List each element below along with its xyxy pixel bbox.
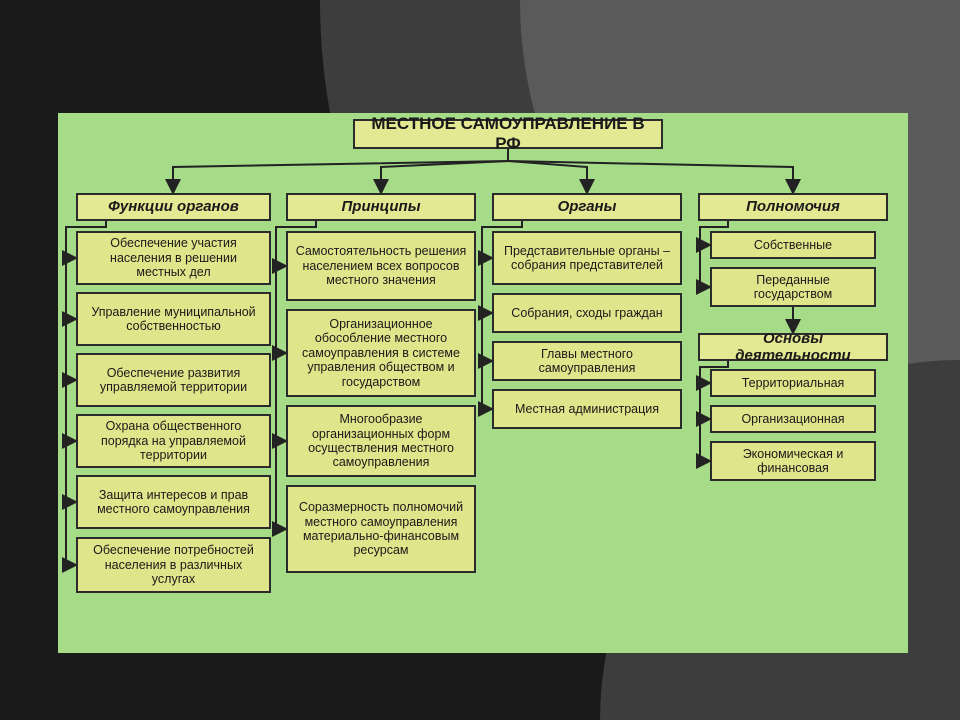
header-powers: Полномочия bbox=[698, 193, 888, 221]
leaf-functions-2: Обеспечение развития управляемой террито… bbox=[76, 353, 271, 407]
leaf-principles-3-label: Соразмерность полномочий местного самоуп… bbox=[294, 500, 468, 558]
leaf-organs-2-label: Главы местного самоуправления bbox=[500, 347, 674, 376]
leaf-basis-1-label: Организационная bbox=[741, 412, 844, 426]
title-box: МЕСТНОЕ САМОУПРАВЛЕНИЕ В РФ bbox=[353, 119, 663, 149]
header-functions-label: Функции органов bbox=[108, 198, 239, 215]
header-basis: Основы деятельности bbox=[698, 333, 888, 361]
leaf-principles-2-label: Многообразие организационных форм осущес… bbox=[294, 412, 468, 470]
leaf-principles-0: Самостоятельность решения населением все… bbox=[286, 231, 476, 301]
header-organs: Органы bbox=[492, 193, 682, 221]
leaf-functions-5: Обеспечение потребностей населения в раз… bbox=[76, 537, 271, 593]
header-organs-label: Органы bbox=[558, 198, 617, 215]
title-box-label: МЕСТНОЕ САМОУПРАВЛЕНИЕ В РФ bbox=[361, 114, 655, 153]
leaf-functions-5-label: Обеспечение потребностей населения в раз… bbox=[84, 543, 263, 586]
leaf-principles-1-label: Организационное обособление местного сам… bbox=[294, 317, 468, 389]
slide-stage: МЕСТНОЕ САМОУПРАВЛЕНИЕ В РФ Функции орган… bbox=[0, 0, 960, 720]
leaf-powers-0-label: Собственные bbox=[754, 238, 832, 252]
leaf-functions-2-label: Обеспечение развития управляемой террито… bbox=[84, 366, 263, 395]
leaf-functions-4: Защита интересов и прав местного самоупр… bbox=[76, 475, 271, 529]
leaf-basis-2-label: Экономическая и финансовая bbox=[718, 447, 868, 476]
header-basis-label: Основы деятельности bbox=[706, 330, 880, 365]
leaf-basis-0: Территориальная bbox=[710, 369, 876, 397]
header-principles-label: Принципы bbox=[342, 198, 421, 215]
leaf-powers-0: Собственные bbox=[710, 231, 876, 259]
leaf-principles-0-label: Самостоятельность решения населением все… bbox=[294, 244, 468, 287]
leaf-functions-3-label: Охрана общественного порядка на управляе… bbox=[84, 419, 263, 462]
leaf-basis-2: Экономическая и финансовая bbox=[710, 441, 876, 481]
diagram-panel: МЕСТНОЕ САМОУПРАВЛЕНИЕ В РФ Функции орган… bbox=[58, 113, 908, 653]
leaf-functions-0: Обеспечение участия населения в решении … bbox=[76, 231, 271, 285]
header-principles: Принципы bbox=[286, 193, 476, 221]
header-powers-label: Полномочия bbox=[746, 198, 840, 215]
leaf-functions-0-label: Обеспечение участия населения в решении … bbox=[84, 236, 263, 279]
leaf-principles-2: Многообразие организационных форм осущес… bbox=[286, 405, 476, 477]
leaf-powers-1-label: Переданные государством bbox=[718, 273, 868, 302]
leaf-organs-3: Местная администрация bbox=[492, 389, 682, 429]
leaf-functions-1: Управление муниципальной собственностью bbox=[76, 292, 271, 346]
header-functions: Функции органов bbox=[76, 193, 271, 221]
leaf-principles-1: Организационное обособление местного сам… bbox=[286, 309, 476, 397]
leaf-functions-1-label: Управление муниципальной собственностью bbox=[84, 305, 263, 334]
leaf-organs-3-label: Местная администрация bbox=[515, 402, 659, 416]
leaf-functions-3: Охрана общественного порядка на управляе… bbox=[76, 414, 271, 468]
leaf-organs-0-label: Представительные органы – собрания предс… bbox=[500, 244, 674, 273]
leaf-organs-1: Собрания, сходы граждан bbox=[492, 293, 682, 333]
leaf-basis-0-label: Территориальная bbox=[742, 376, 845, 390]
leaf-powers-1: Переданные государством bbox=[710, 267, 876, 307]
leaf-organs-2: Главы местного самоуправления bbox=[492, 341, 682, 381]
leaf-organs-0: Представительные органы – собрания предс… bbox=[492, 231, 682, 285]
leaf-basis-1: Организационная bbox=[710, 405, 876, 433]
leaf-functions-4-label: Защита интересов и прав местного самоупр… bbox=[84, 488, 263, 517]
leaf-organs-1-label: Собрания, сходы граждан bbox=[511, 306, 662, 320]
leaf-principles-3: Соразмерность полномочий местного самоуп… bbox=[286, 485, 476, 573]
